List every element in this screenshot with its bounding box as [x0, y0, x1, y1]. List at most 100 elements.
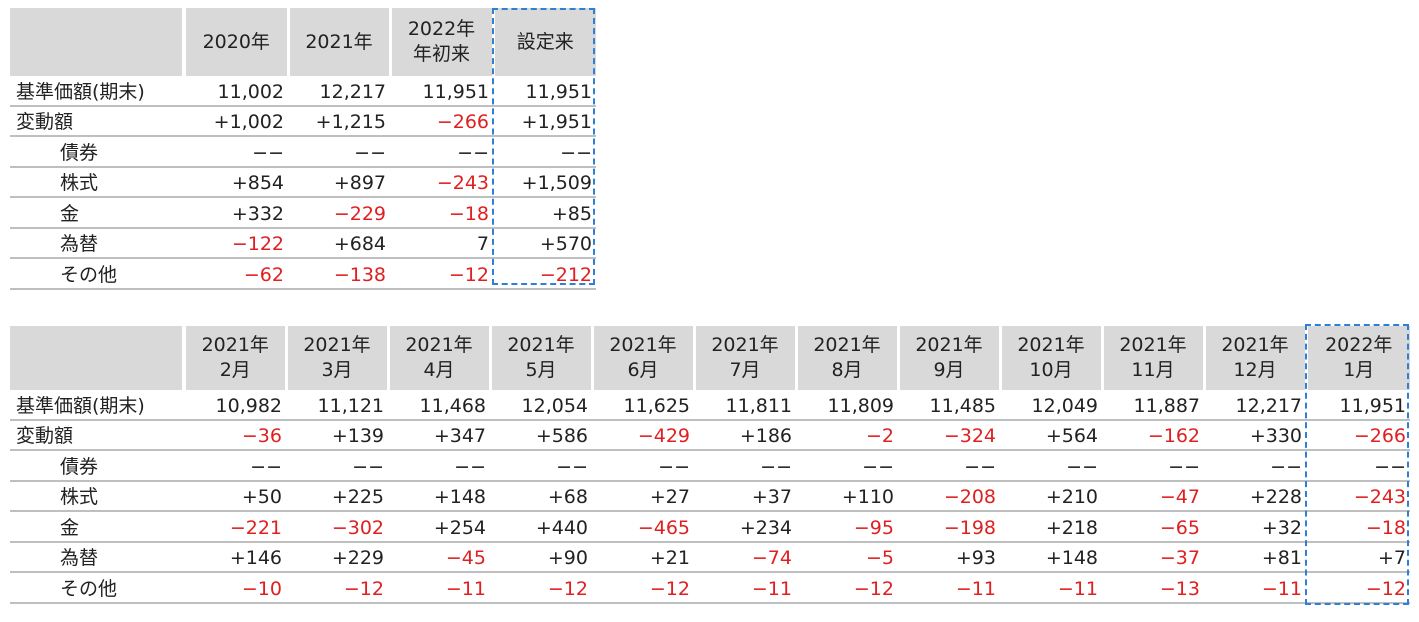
value-cell: +1,951 [493, 105, 596, 137]
value-cell: −198 [898, 511, 1000, 543]
value-cell: +139 [286, 419, 388, 451]
value-cell: 11,951 [390, 76, 493, 107]
value-cell: +440 [490, 511, 592, 543]
value-cell: +254 [388, 511, 490, 543]
table-row: 株式 +854 +897 −243 +1,509 [10, 166, 596, 198]
value-cell: −− [390, 136, 493, 168]
value-cell: −221 [184, 511, 286, 543]
value-cell: −47 [1102, 480, 1204, 512]
table-row: 為替 +146 +229 −45 +90 +21 −74 −5 +93 +148 −37 +81 +7 [10, 541, 1410, 573]
value-cell: 12,054 [490, 390, 592, 421]
column-header: 2021年 11月 [1102, 326, 1206, 390]
value-cell: +1,002 [184, 105, 288, 137]
table-row: 債券 −− −− −− −− −− −− −− −− −− −− −− −− [10, 450, 1410, 482]
table-row: その他 −62 −138 −12 −212 [10, 258, 596, 290]
row-label: 金 [10, 511, 184, 543]
value-cell: +90 [490, 541, 592, 573]
value-cell: −− [694, 450, 796, 482]
table-row: 株式 +50 +225 +148 +68 +27 +37 +110 −208 +210 −47 +22… [10, 480, 1410, 512]
column-header-label: 2021年 5月 [507, 334, 575, 381]
value-cell: +347 [388, 419, 490, 451]
column-header: 2021年 [288, 8, 392, 76]
value-cell: +146 [184, 541, 286, 573]
value-cell: −65 [1102, 511, 1204, 543]
value-cell: −− [1306, 450, 1410, 482]
row-label: 株式 [10, 480, 184, 512]
value-cell: −− [184, 136, 288, 168]
value-cell: 12,049 [1000, 390, 1102, 421]
column-header-label: 2021年 9月 [915, 334, 983, 381]
value-cell: −− [388, 450, 490, 482]
value-cell: +234 [694, 511, 796, 543]
column-header: 2022年 年初来 [390, 8, 495, 76]
column-header: 設定来 [493, 8, 596, 76]
row-label: 金 [10, 197, 184, 229]
header-corner [10, 326, 186, 390]
value-cell: −− [1000, 450, 1102, 482]
value-cell: −45 [388, 541, 490, 573]
value-cell: −12 [490, 572, 592, 604]
value-cell: 11,002 [184, 76, 288, 107]
column-header-label: 2021年 3月 [303, 334, 371, 381]
value-cell: −− [796, 450, 898, 482]
table-row: 変動額 +1,002 +1,215 −266 +1,951 [10, 105, 596, 137]
row-label: その他 [10, 258, 184, 290]
value-cell: +50 [184, 480, 286, 512]
value-cell: 11,625 [592, 390, 694, 421]
column-header-label: 2021年 10月 [1017, 334, 1085, 381]
row-label: 債券 [10, 136, 184, 168]
value-cell: +332 [184, 197, 288, 229]
column-header: 2021年 8月 [796, 326, 900, 390]
value-cell: −− [493, 136, 596, 168]
value-cell: 10,982 [184, 390, 286, 421]
value-cell: 11,809 [796, 390, 898, 421]
value-cell: −212 [493, 258, 596, 290]
column-header: 2021年 9月 [898, 326, 1002, 390]
value-cell: −324 [898, 419, 1000, 451]
row-label: 基準価額(期末) [10, 76, 184, 107]
value-cell: −18 [390, 197, 493, 229]
value-cell: 11,468 [388, 390, 490, 421]
row-label: その他 [10, 572, 184, 604]
value-cell: 11,121 [286, 390, 388, 421]
column-header: 2021年 7月 [694, 326, 798, 390]
value-cell: +68 [490, 480, 592, 512]
table-row: 債券 −− −− −− −− [10, 136, 596, 168]
column-header-label: 2022年 1月 [1325, 334, 1393, 381]
value-cell: −− [898, 450, 1000, 482]
header-corner [10, 8, 186, 76]
value-cell: −− [1102, 450, 1204, 482]
table-row: その他 −10 −12 −11 −12 −12 −11 −12 −11 −11 −13 −11 −12 [10, 572, 1410, 604]
column-header-label: 2021年 8月 [813, 334, 881, 381]
value-cell: −18 [1306, 511, 1410, 543]
value-cell: −11 [898, 572, 1000, 604]
value-cell: +586 [490, 419, 592, 451]
value-cell: +570 [493, 227, 596, 259]
row-label: 債券 [10, 450, 184, 482]
value-cell: +186 [694, 419, 796, 451]
column-header: 2021年 5月 [490, 326, 594, 390]
row-label: 基準価額(期末) [10, 390, 184, 421]
value-cell: −5 [796, 541, 898, 573]
column-header-label: 2021年 7月 [711, 334, 779, 381]
value-cell: +684 [288, 227, 390, 259]
value-cell: 11,887 [1102, 390, 1204, 421]
value-cell: +218 [1000, 511, 1102, 543]
table-row: 変動額 −36 +139 +347 +586 −429 +186 −2 −324 +564 −162… [10, 419, 1410, 451]
value-cell: −122 [184, 227, 288, 259]
value-cell: +148 [388, 480, 490, 512]
table-row: 基準価額(期末) 10,982 11,121 11,468 12,054 11,625 11… [10, 390, 1410, 421]
column-header-label: 2021年 6月 [609, 334, 677, 381]
row-label: 為替 [10, 541, 184, 573]
row-label: 変動額 [10, 105, 184, 137]
value-cell: +228 [1204, 480, 1306, 512]
column-header-label: 2021年 12月 [1221, 334, 1289, 381]
value-cell: +210 [1000, 480, 1102, 512]
value-cell: −95 [796, 511, 898, 543]
table-header-row: 2021年 2月 2021年 3月 2021年 4月 2021年 5月 2021年 6月… [10, 326, 1410, 390]
value-cell: −12 [592, 572, 694, 604]
value-cell: −− [288, 136, 390, 168]
value-cell: −11 [1204, 572, 1306, 604]
value-cell: −36 [184, 419, 286, 451]
column-header: 2021年 4月 [388, 326, 492, 390]
